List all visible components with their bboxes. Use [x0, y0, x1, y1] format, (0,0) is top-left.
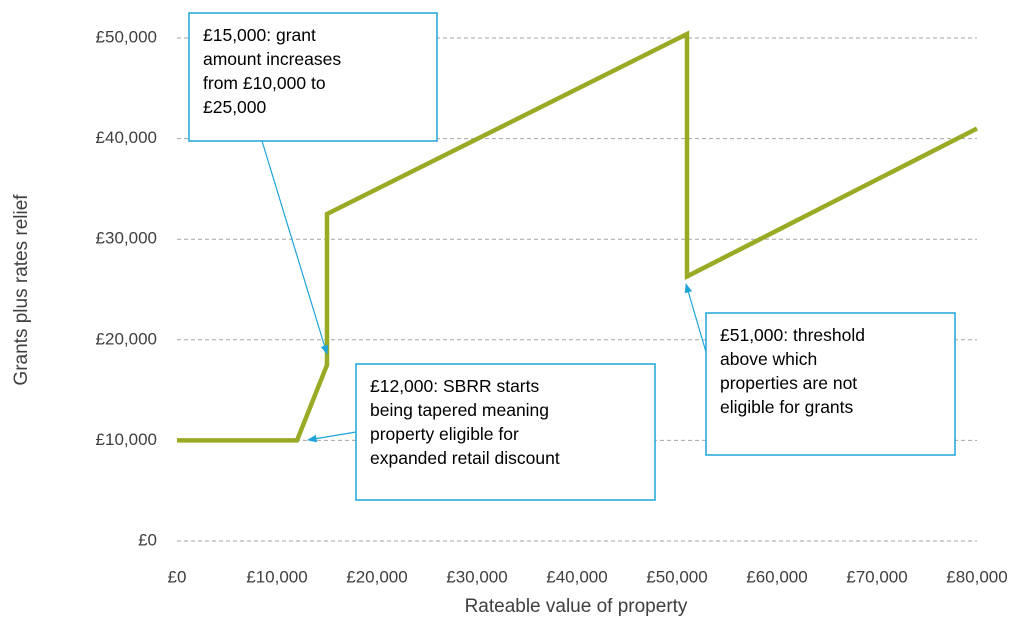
x-tick-label: £20,000: [346, 567, 407, 586]
annotation-arrow: [307, 431, 357, 443]
x-tick-label: £60,000: [746, 567, 807, 586]
x-tick-label: £40,000: [546, 567, 607, 586]
annotation-text: property eligible for: [370, 424, 519, 444]
annotation-text: from £10,000 to: [203, 73, 326, 93]
annotation-text: being tapered meaning: [370, 400, 549, 420]
plot: [177, 30, 979, 443]
x-tick-label: £30,000: [446, 567, 507, 586]
annotation-text: £25,000: [203, 97, 267, 117]
x-tick-label: £50,000: [646, 567, 707, 586]
y-axis-label: Grants plus rates relief: [11, 194, 32, 386]
x-axis-label: Rateable value of property: [465, 596, 688, 617]
y-tick-label: £40,000: [96, 128, 157, 147]
y-tick-label: £50,000: [96, 27, 157, 46]
y-tick-label: £0: [138, 530, 157, 549]
annotation-text: above which: [720, 349, 817, 369]
y-tick-label: £10,000: [96, 430, 157, 449]
annotation-arrow: [684, 283, 707, 353]
annotation-text: eligible for grants: [720, 397, 854, 417]
annotation-box: [355, 363, 656, 501]
annotation-text: £12,000: SBRR starts: [370, 376, 539, 396]
annotation-box: [188, 12, 438, 142]
annotation-text: amount increases: [203, 49, 341, 69]
x-tick-label: £70,000: [846, 567, 907, 586]
annotations: £15,000: grant amount increases from £10,0…: [188, 12, 956, 501]
annotation-text: expanded retail discount: [370, 448, 560, 468]
y-tick-label: £30,000: [96, 229, 157, 248]
x-tick-label: £0: [168, 567, 187, 586]
annotation-box: [705, 312, 956, 456]
x-tick-label: £80,000: [946, 567, 1007, 586]
data-line: [177, 30, 979, 443]
annotation-text: properties are not: [720, 373, 857, 393]
x-tick-label: £10,000: [246, 567, 307, 586]
annotation-text: £51,000: threshold: [720, 325, 865, 345]
annotation-text: £15,000: grant: [203, 25, 316, 45]
y-tick-label: £20,000: [96, 329, 157, 348]
annotation-arrow: [261, 140, 329, 355]
